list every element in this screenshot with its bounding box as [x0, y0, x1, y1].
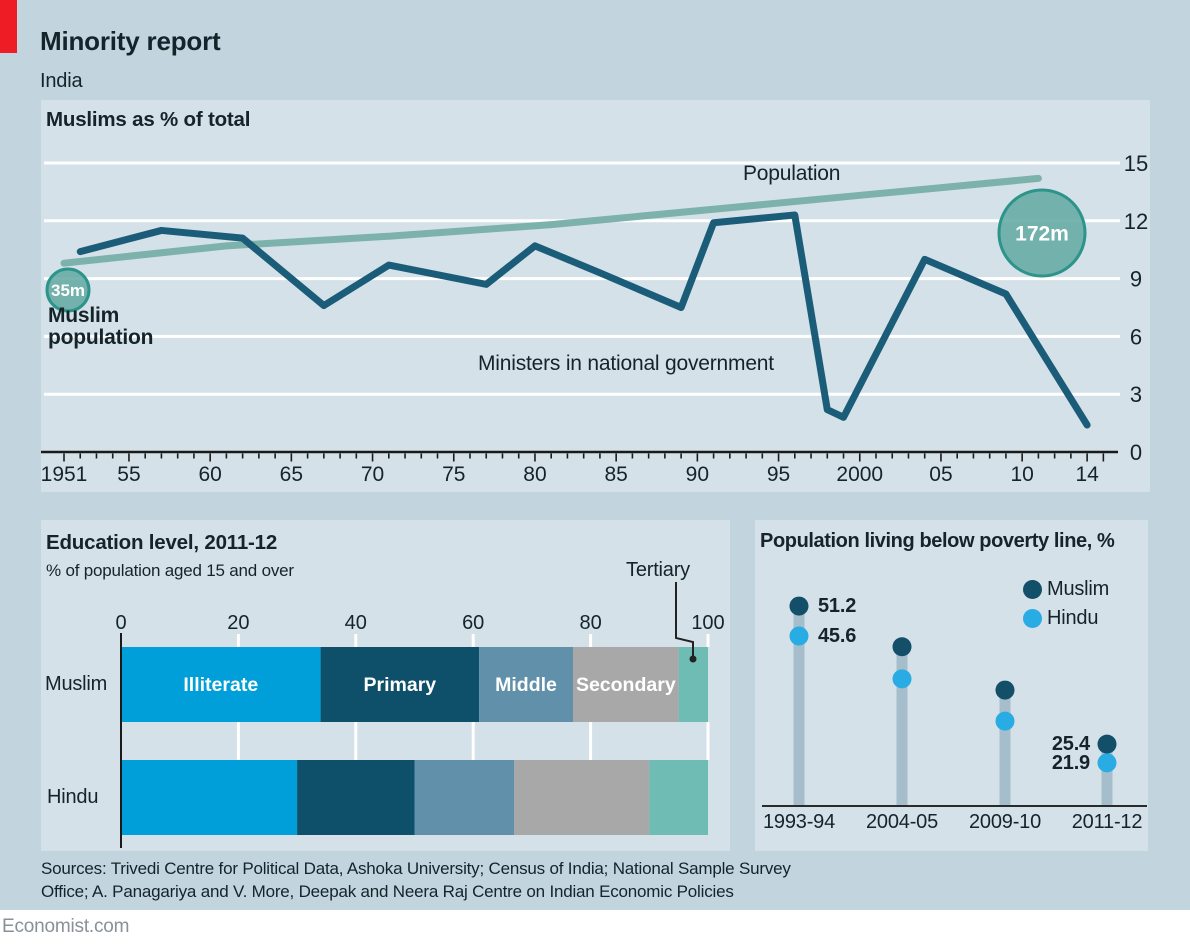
bottom-white-strip	[0, 910, 1190, 946]
tertiary-callout-dot	[689, 655, 697, 663]
bar-segment-illiterate	[121, 647, 321, 722]
x-tick-label: 80	[523, 463, 546, 486]
muslim-dot	[995, 680, 1015, 700]
hindu-dot	[789, 626, 809, 646]
muslim-dot	[1097, 734, 1117, 754]
poverty-title: Population living below poverty line, %	[760, 530, 1115, 552]
edu-axis-label: 20	[227, 612, 249, 634]
sources-line-1: Sources: Trivedi Centre for Political Da…	[41, 859, 791, 878]
chart-title-muslim-share: Muslims as % of total	[46, 108, 251, 131]
page-title: Minority report	[40, 26, 221, 56]
education-subtitle: % of population aged 15 and over	[46, 561, 294, 580]
legend-hindu-dot	[1023, 609, 1042, 628]
x-tick-label: 1951	[41, 463, 87, 486]
segment-label: Secondary	[576, 674, 676, 696]
sources-line-2: Office; A. Panagariya and V. More, Deepa…	[41, 882, 734, 901]
lollipop-stem	[896, 646, 908, 806]
poverty-panel: Population living below poverty line, % …	[755, 520, 1148, 851]
segment-label: Middle	[495, 674, 557, 696]
value-label-hindu-2011: 21.9	[1051, 752, 1090, 774]
bar-segment-middle	[479, 647, 573, 722]
edu-axis-label: 40	[345, 612, 367, 634]
value-label-hindu-1993: 45.6	[818, 625, 857, 647]
bar-segment-primary	[320, 647, 480, 722]
x-tick-label: 14	[1075, 463, 1099, 486]
x-tick-label: 60	[198, 463, 221, 486]
x-tick-label: 85	[604, 463, 627, 486]
red-tab-decoration	[0, 0, 17, 53]
segment-label: Primary	[364, 674, 437, 696]
y-tick-label: 15	[1124, 151, 1148, 176]
lollipop-stem	[999, 690, 1011, 806]
hindu-dot	[1097, 753, 1117, 773]
edu-axis-label: 0	[115, 612, 126, 634]
category-label-3: 2011-12	[1071, 811, 1143, 833]
brand-label: Economist.com	[2, 916, 130, 937]
value-label-muslim-2011: 25.4	[1051, 733, 1090, 755]
legend-hindu-label: Hindu	[1047, 607, 1099, 629]
legend-muslim-dot	[1023, 580, 1042, 599]
education-title: Education level, 2011-12	[46, 531, 278, 554]
bar-segment-secondary	[572, 647, 679, 722]
y-tick-label: 9	[1130, 267, 1142, 292]
x-tick-label: 2000	[836, 463, 883, 486]
x-tick-label: 90	[686, 463, 709, 486]
row-label-hindu: Hindu	[47, 786, 99, 808]
education-chart: 0 20 40 60 80 100 Illiterate Primary Middle Secon…	[115, 582, 725, 848]
x-tick-label: 95	[767, 463, 790, 486]
bar-segment-secondary	[514, 760, 650, 835]
segment-label: Illiterate	[183, 674, 258, 696]
edu-axis-label: 60	[462, 612, 484, 634]
x-tick-label: 65	[280, 463, 303, 486]
category-label-0: 1993-94	[763, 811, 835, 833]
y-tick-label: 12	[1124, 209, 1148, 234]
x-tick-label: 05	[929, 463, 952, 486]
muslim-share-panel: 0 3 6 9 12 15 1951 55 60 65 70 75 80 85 90 95 2000 05 10 14…	[41, 100, 1150, 492]
education-panel: 0 20 40 60 80 100 Illiterate Primary Middle Secon…	[41, 520, 730, 851]
bar-segment-primary	[297, 760, 415, 835]
category-label-2: 2009-10	[969, 811, 1041, 833]
edu-axis-label: 80	[579, 612, 601, 634]
page-subtitle: India	[40, 70, 83, 92]
hindu-dot	[995, 711, 1015, 731]
lollipop-stem	[793, 606, 805, 806]
ministers-series-label: Ministers in national government	[478, 352, 774, 375]
category-label-1: 2004-05	[866, 811, 938, 833]
muslim-dot	[789, 596, 809, 616]
bar-segment-middle	[414, 760, 515, 835]
population-bubble-label: 172m	[1015, 223, 1069, 246]
y-tick-label: 3	[1130, 382, 1142, 407]
muslim-population-label: Muslim population	[48, 304, 154, 349]
bar-segment-illiterate	[121, 760, 298, 835]
tertiary-callout-label: Tertiary	[626, 559, 690, 581]
edu-axis-label: 100	[691, 612, 724, 634]
legend-muslim-label: Muslim	[1047, 578, 1110, 600]
population-bubble-label: 35m	[51, 281, 85, 300]
ministers-line	[76, 211, 1091, 429]
poverty-chart	[762, 596, 1147, 807]
value-label-muslim-1993: 51.2	[818, 595, 857, 617]
bar-segment-tertiary	[649, 760, 708, 835]
population-line	[60, 174, 1042, 267]
population-bubble	[997, 188, 1087, 278]
y-tick-label: 6	[1130, 324, 1142, 349]
tertiary-callout-line	[675, 582, 694, 656]
y-tick-label: 0	[1130, 440, 1142, 465]
muslim-dot	[892, 637, 912, 657]
population-series-label: Population	[743, 162, 841, 185]
row-label-muslim: Muslim	[45, 673, 108, 695]
hindu-dot	[892, 669, 912, 689]
lollipop-stem	[1101, 744, 1113, 806]
x-tick-label: 70	[361, 463, 384, 486]
x-tick-label: 75	[442, 463, 465, 486]
x-tick-label: 55	[117, 463, 140, 486]
x-tick-label: 10	[1010, 463, 1033, 486]
muslim-share-chart: 0 3 6 9 12 15 1951 55 60 65 70 75 80 85 90 95 2000 05 10 14…	[41, 151, 1148, 486]
population-bubble	[45, 267, 91, 313]
